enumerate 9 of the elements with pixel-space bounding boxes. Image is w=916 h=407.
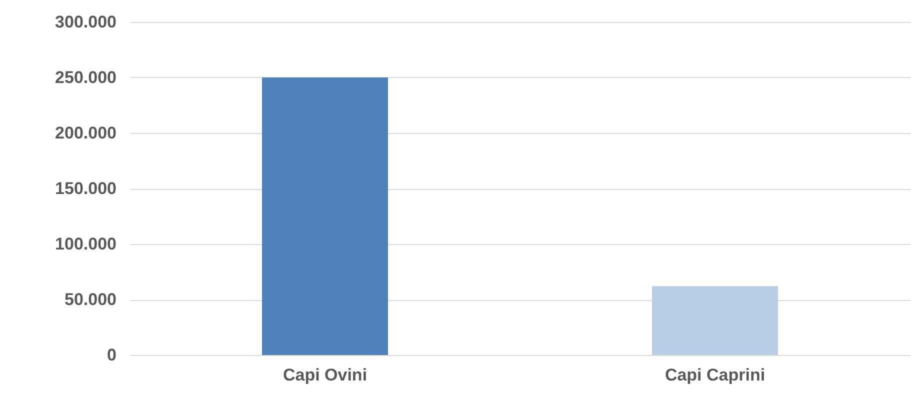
y-tick-label: 150.000 — [55, 179, 116, 198]
y-tick-label: 0 — [107, 346, 116, 364]
y-tick-label: 300.000 — [55, 12, 116, 32]
x-tick-label: Capi Caprini — [664, 366, 766, 384]
x-tick-label: Capi Ovini — [282, 366, 368, 384]
y-tick-label: 250.000 — [55, 68, 116, 87]
y-tick-label: 50.000 — [64, 290, 116, 309]
y-tick-label: 100.000 — [55, 234, 116, 254]
y-tick-label: 200.000 — [55, 124, 116, 142]
